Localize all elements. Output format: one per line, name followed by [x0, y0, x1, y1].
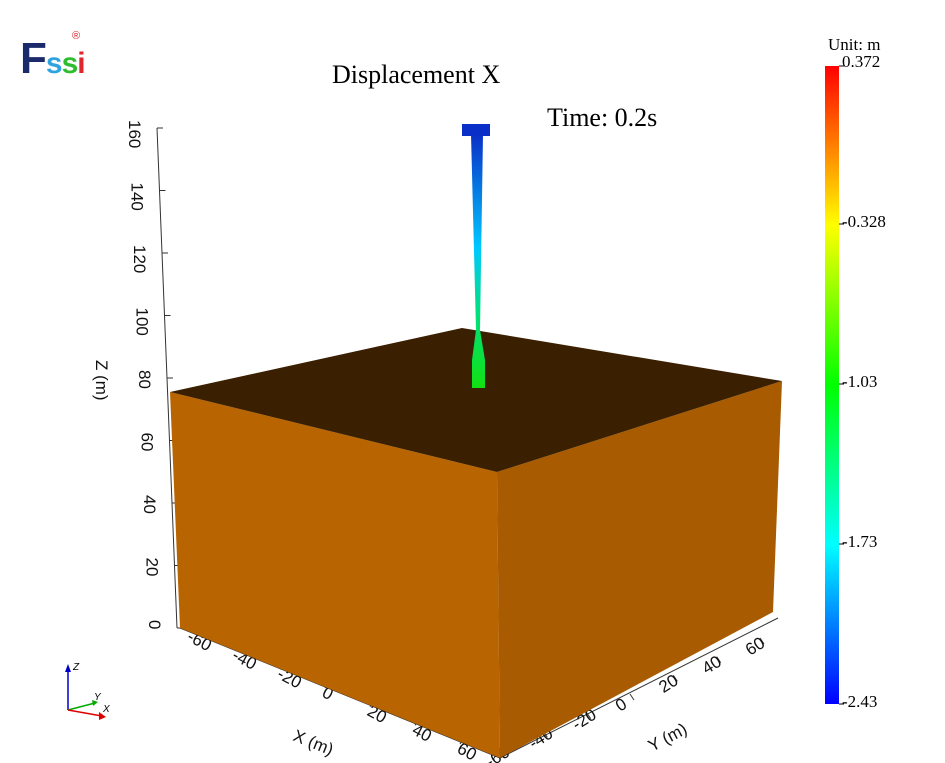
z-tick-label: 140 — [128, 183, 147, 211]
soil-front-face — [170, 392, 500, 758]
fssi-logo: Fssi ® — [20, 30, 86, 83]
x-axis-label: X (m) — [291, 726, 337, 759]
z-tick-label: 40 — [140, 495, 159, 514]
chart-title: Displacement X — [332, 60, 501, 89]
pile-cap — [462, 124, 490, 136]
axis-tick-mark — [759, 637, 765, 645]
axis-tick-mark — [672, 675, 678, 682]
colorbar-ticks — [839, 65, 844, 705]
axis-tick-mark — [716, 656, 722, 663]
y-tick-label: 60 — [742, 633, 768, 659]
y-tick-label: 0 — [612, 694, 630, 715]
time-label: Time: 0.2s — [547, 103, 658, 132]
triad-x-arrow — [67, 709, 103, 717]
z-tick-label: 120 — [130, 245, 149, 273]
z-tick-label: 60 — [138, 433, 157, 452]
axis-tick-mark — [586, 712, 592, 719]
z-tick-label: 80 — [135, 370, 154, 389]
z-axis-label: Z (m) — [92, 360, 111, 401]
colorbar-unit: Unit: m — [828, 35, 881, 54]
colorbar-label: -2.43 — [842, 692, 878, 711]
z-tick-label: 100 — [133, 308, 152, 336]
colorbar-max-label: 0.372 — [842, 52, 881, 71]
triad-y-label: Y — [94, 692, 102, 703]
z-tick-label: 20 — [143, 558, 162, 577]
triad-x-label: X — [102, 704, 110, 715]
soil-right-face — [497, 381, 782, 758]
colorbar — [825, 66, 839, 704]
soil-top-face — [170, 328, 782, 472]
y-tick-label: 20 — [655, 671, 681, 697]
colorbar-label: -0.328 — [842, 212, 886, 231]
z-axis-ticks: 0 20 40 60 80 100 120 140 160 — [125, 120, 183, 629]
y-axis-label: Y (m) — [645, 719, 690, 755]
triad-z-label: Z — [72, 662, 80, 673]
z-tick-label: 0 — [145, 620, 164, 629]
colorbar-label: -1.73 — [842, 532, 878, 551]
registered-mark: ® — [72, 30, 80, 42]
orientation-triad: Z Y X — [65, 662, 110, 720]
y-axis-line — [499, 617, 779, 759]
pile-shaft — [471, 134, 485, 388]
triad-y-arrow — [67, 702, 96, 711]
axis-tick-mark — [629, 693, 635, 701]
colorbar-label: -1.03 — [842, 372, 878, 391]
z-tick-label: 160 — [125, 120, 144, 148]
